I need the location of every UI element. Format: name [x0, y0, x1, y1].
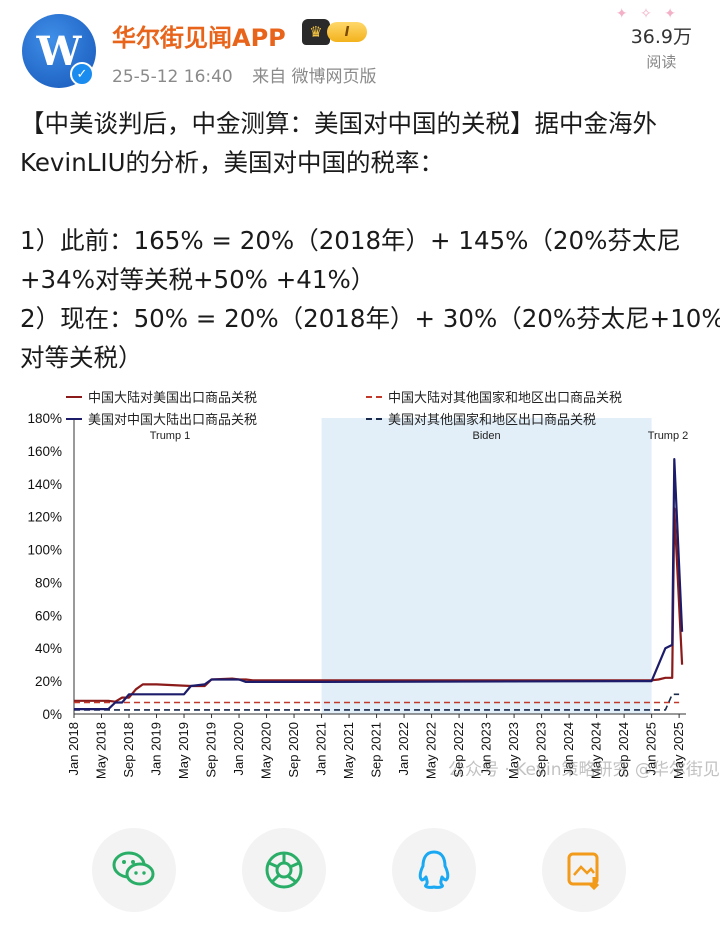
decoration-stars-icon: ✦ ✧ ✦	[615, 6, 680, 22]
legend-label: 中国大陆对其他国家和地区出口商品关税	[388, 391, 623, 406]
watermark: 公众号 · Kevin策略研究 @华尔街见闻APP	[448, 760, 720, 780]
x-tick-label: Sep 2018	[121, 722, 136, 778]
moments-icon	[265, 851, 303, 889]
crown-icon: ♛	[302, 19, 330, 45]
x-tick-label: Jan 2019	[149, 722, 164, 776]
post-timestamp: 25-5-12 16:40	[112, 67, 233, 87]
wechat-share-button[interactable]	[92, 828, 176, 912]
period-label: Biden	[473, 430, 501, 442]
y-tick-label: 60%	[35, 608, 62, 623]
save-image-icon	[567, 852, 600, 891]
vip-level: I	[327, 22, 367, 42]
x-tick-label: May 2019	[176, 722, 191, 779]
y-tick-label: 160%	[27, 444, 62, 459]
verified-badge-icon: ✓	[70, 62, 94, 86]
tariff-chart: Trump 1 Biden Trump 2 0% 20% 40% 60% 80% 100% 120…	[27, 411, 689, 779]
y-tick-label: 120%	[27, 510, 62, 525]
x-tick-label: Jan 2023	[479, 722, 494, 776]
avatar[interactable]: W	[22, 14, 96, 88]
post-header: W ✓ 华尔街见闻APP ♛ I 25-5-12 16:40 来自 微博网页版 …	[0, 0, 720, 100]
y-tick-label: 180%	[27, 411, 62, 426]
series-line	[74, 458, 684, 711]
post-source: 来自 微博网页版	[252, 67, 377, 87]
period-shade	[321, 418, 652, 714]
series-line	[74, 693, 680, 711]
legend-label: 中国大陆对美国出口商品关税	[88, 391, 258, 406]
x-tick-label: Jan 2021	[314, 722, 329, 776]
y-tick-label: 40%	[35, 641, 62, 656]
moments-share-button[interactable]	[242, 828, 326, 912]
y-tick-label: 80%	[35, 575, 62, 590]
post-line: +34%对等关税+50% +41%）	[20, 265, 376, 294]
legend-swatch	[66, 395, 82, 398]
legend-swatch	[366, 395, 382, 398]
x-tick-label: May 2023	[506, 722, 521, 779]
qq-icon	[418, 850, 450, 889]
account-name[interactable]: 华尔街见闻APP	[112, 24, 286, 52]
period-label: Trump 2	[648, 430, 689, 442]
x-tick-label: Jan 2020	[231, 722, 246, 776]
x-tick-label: May 2018	[94, 722, 109, 779]
y-tick-label: 100%	[27, 543, 62, 558]
x-tick-label: Jan 2025	[644, 722, 659, 776]
view-counter: 36.9万 阅读	[631, 22, 692, 72]
view-count: 36.9万	[630, 26, 692, 48]
share-action-bar	[0, 800, 720, 930]
x-tick-label: May 2021	[341, 722, 356, 779]
period-label: Trump 1	[150, 430, 191, 442]
legend-item: 中国大陆对其他国家和地区出口商品关税	[366, 387, 622, 406]
post-line: 2）现在：50% = 20%（2018年）+ 30%（20%芬太尼+10%	[20, 304, 720, 333]
x-tick-label: May 2020	[259, 722, 274, 779]
view-label: 阅读	[646, 53, 677, 71]
post-meta: 25-5-12 16:40 来自 微博网页版	[112, 62, 391, 87]
legend-swatch	[366, 417, 382, 420]
vip-badge[interactable]: ♛ I	[302, 19, 368, 45]
x-tick-label: Sep 2020	[286, 722, 301, 778]
tariff-chart-image[interactable]: Trump 1 Biden Trump 2 0% 20% 40% 60% 80% 100% 120…	[0, 375, 720, 790]
post-blank-line	[20, 182, 710, 221]
x-tick-label: Sep 2019	[204, 722, 219, 778]
x-tick-label: Jan 2022	[396, 722, 411, 776]
x-tick-label: Sep 2023	[534, 722, 549, 778]
y-tick-label: 0%	[42, 707, 62, 722]
save-image-button[interactable]	[542, 828, 626, 912]
x-tick-label: Sep 2021	[369, 722, 384, 778]
y-tick-label: 140%	[27, 477, 62, 492]
qq-share-button[interactable]	[392, 828, 476, 912]
x-tick-label: Sep 2024	[616, 722, 631, 778]
legend-label: 美国对中国大陆出口商品关税	[88, 413, 258, 428]
post-line: 【中美谈判后，中金测算：美国对中国的关税】据中金海外	[20, 109, 657, 138]
wechat-icon	[112, 851, 155, 886]
legend-item: 美国对中国大陆出口商品关税	[66, 409, 257, 428]
x-tick-label: Jan 2024	[561, 722, 576, 776]
x-tick-label: Jan 2018	[66, 722, 81, 776]
y-tick-label: 20%	[35, 674, 62, 689]
x-tick-label: May 2022	[424, 722, 439, 779]
legend-item: 中国大陆对美国出口商品关税	[66, 387, 257, 406]
post-line: 对等关税）	[20, 343, 143, 372]
x-tick-label: Sep 2022	[451, 722, 466, 778]
x-tick-label: May 2024	[589, 722, 604, 779]
legend-item: 美国对其他国家和地区出口商品关税	[366, 409, 596, 428]
legend-label: 美国对其他国家和地区出口商品关税	[388, 413, 597, 428]
legend-swatch	[66, 417, 82, 420]
post-line: 1）此前：165% = 20%（2018年）+ 145%（20%芬太尼	[20, 226, 681, 255]
post-line: KevinLIU的分析，美国对中国的税率：	[20, 148, 445, 177]
post-text: 【中美谈判后，中金测算：美国对中国的关税】据中金海外 KevinLIU的分析，美…	[20, 104, 720, 377]
x-tick-label: May 2025	[671, 722, 686, 779]
